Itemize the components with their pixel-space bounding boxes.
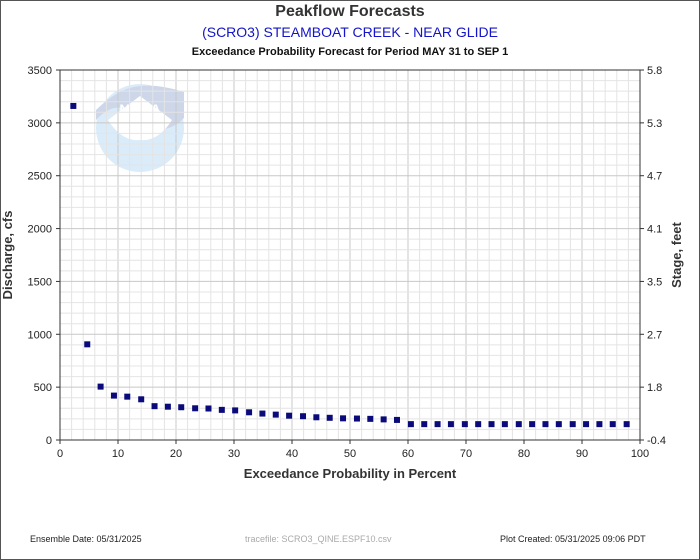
data-point <box>583 421 590 428</box>
tracefile-label: tracefile: SCRO3_QINE.ESPF10.csv <box>245 534 392 544</box>
y-tick-label: 500 <box>34 382 52 394</box>
x-tick-label: 40 <box>286 448 298 460</box>
y2-tick-label: 1.8 <box>647 382 662 394</box>
y-tick-label: 1500 <box>28 276 52 288</box>
data-point <box>259 410 266 417</box>
y2-tick-label: 4.7 <box>647 171 662 183</box>
x-axis-label: Exceedance Probability in Percent <box>244 466 457 481</box>
x-tick-label: 80 <box>518 448 530 460</box>
x-tick-label: 0 <box>57 448 63 460</box>
x-tick-label: 30 <box>228 448 240 460</box>
data-point <box>421 421 428 428</box>
data-point <box>434 421 441 428</box>
y-tick-label: 3500 <box>28 65 52 77</box>
x-tick-label: 90 <box>576 448 588 460</box>
data-point <box>110 392 117 399</box>
data-point <box>340 415 347 422</box>
noaa-logo-watermark: NOAA <box>96 84 184 172</box>
data-point <box>353 415 360 422</box>
data-point <box>124 393 131 400</box>
x-tick-label: 70 <box>460 448 472 460</box>
x-tick-label: 20 <box>170 448 182 460</box>
data-point <box>461 421 468 428</box>
data-point <box>272 411 279 418</box>
data-point <box>569 421 576 428</box>
noaa-logo-text: NOAA <box>119 101 160 117</box>
x-tick-label: 10 <box>112 448 124 460</box>
y2-tick-label: 3.5 <box>647 276 662 288</box>
noaa-logo-bird <box>108 96 172 141</box>
data-point <box>367 415 374 422</box>
y2-tick-label: 2.7 <box>647 329 662 341</box>
plot-created: Plot Created: 05/31/2025 09:06 PDT <box>500 534 646 544</box>
data-point <box>393 416 400 423</box>
data-point <box>555 421 562 428</box>
data-point <box>313 414 320 421</box>
y-tick-label: 2000 <box>28 224 52 236</box>
data-point <box>407 421 414 428</box>
data-point <box>97 383 104 390</box>
data-point <box>84 341 91 348</box>
chart-title: Peakflow Forecasts <box>275 3 425 20</box>
data-point <box>138 396 145 403</box>
data-point <box>596 421 603 428</box>
y-tick-label: 3000 <box>28 118 52 130</box>
chart-period: Exceedance Probability Forecast for Peri… <box>191 46 509 58</box>
data-point <box>246 409 253 416</box>
data-point <box>542 421 549 428</box>
ensemble-date: Ensemble Date: 05/31/2025 <box>30 534 142 544</box>
y-tick-label: 0 <box>46 435 52 447</box>
data-point <box>501 421 508 428</box>
data-point <box>515 421 522 428</box>
y2-tick-label: 5.8 <box>647 65 662 77</box>
x-tick-label: 50 <box>344 448 356 460</box>
data-point <box>300 413 307 420</box>
data-point <box>475 421 482 428</box>
y2-tick-label: 4.1 <box>647 224 662 236</box>
data-point <box>70 102 77 109</box>
data-point <box>488 421 495 428</box>
data-point <box>232 407 239 414</box>
y-tick-label: 1000 <box>28 329 52 341</box>
data-point <box>164 403 171 410</box>
data-point <box>205 405 212 412</box>
y-tick-label: 2500 <box>28 171 52 183</box>
chart-subtitle: (SCRO3) STEAMBOAT CREEK - NEAR GLIDE <box>202 24 498 40</box>
data-point <box>286 412 293 419</box>
x-tick-label: 60 <box>402 448 414 460</box>
data-point <box>609 421 616 428</box>
y-axis-label: Discharge, cfs <box>0 211 15 300</box>
data-point <box>178 404 185 411</box>
data-point <box>529 421 536 428</box>
y2-tick-label: -0.4 <box>647 435 666 447</box>
data-point <box>447 421 454 428</box>
data-point <box>218 406 225 413</box>
data-point <box>326 414 333 421</box>
y2-axis-label: Stage, feet <box>669 221 684 287</box>
data-point <box>192 405 199 412</box>
data-point <box>623 421 630 428</box>
data-point <box>380 416 387 423</box>
x-tick-label: 100 <box>631 448 649 460</box>
y2-tick-label: 5.3 <box>647 118 662 130</box>
data-point <box>151 403 158 410</box>
